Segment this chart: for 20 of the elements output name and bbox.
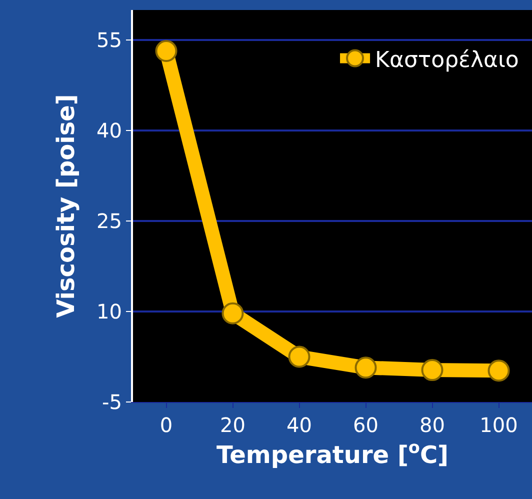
x-tick-label: 80 [420, 413, 445, 437]
x-tick-label: 60 [353, 413, 378, 437]
x-tick-label: 40 [286, 413, 312, 437]
x-tick-label: 100 [480, 413, 518, 437]
point [421, 359, 444, 382]
x-tick-label: 0 [160, 413, 173, 437]
point [222, 302, 244, 324]
y-tick-label: 55 [96, 28, 122, 52]
y-axis-title: Viscosity [poise] [52, 94, 80, 318]
point [354, 356, 377, 379]
x-axis-title: Temperature [$^{o}$C] [216, 437, 449, 470]
y-tick-label: -5 [102, 390, 122, 414]
x-tick-label: 20 [220, 413, 246, 437]
y-tick-label: 25 [96, 209, 122, 234]
y-tick-label: 40 [96, 118, 122, 143]
point [288, 346, 310, 368]
y-tick-label: 10 [96, 300, 122, 324]
point [155, 40, 178, 62]
legend-label: Καστορέλαιο [375, 48, 519, 73]
point [488, 360, 510, 382]
